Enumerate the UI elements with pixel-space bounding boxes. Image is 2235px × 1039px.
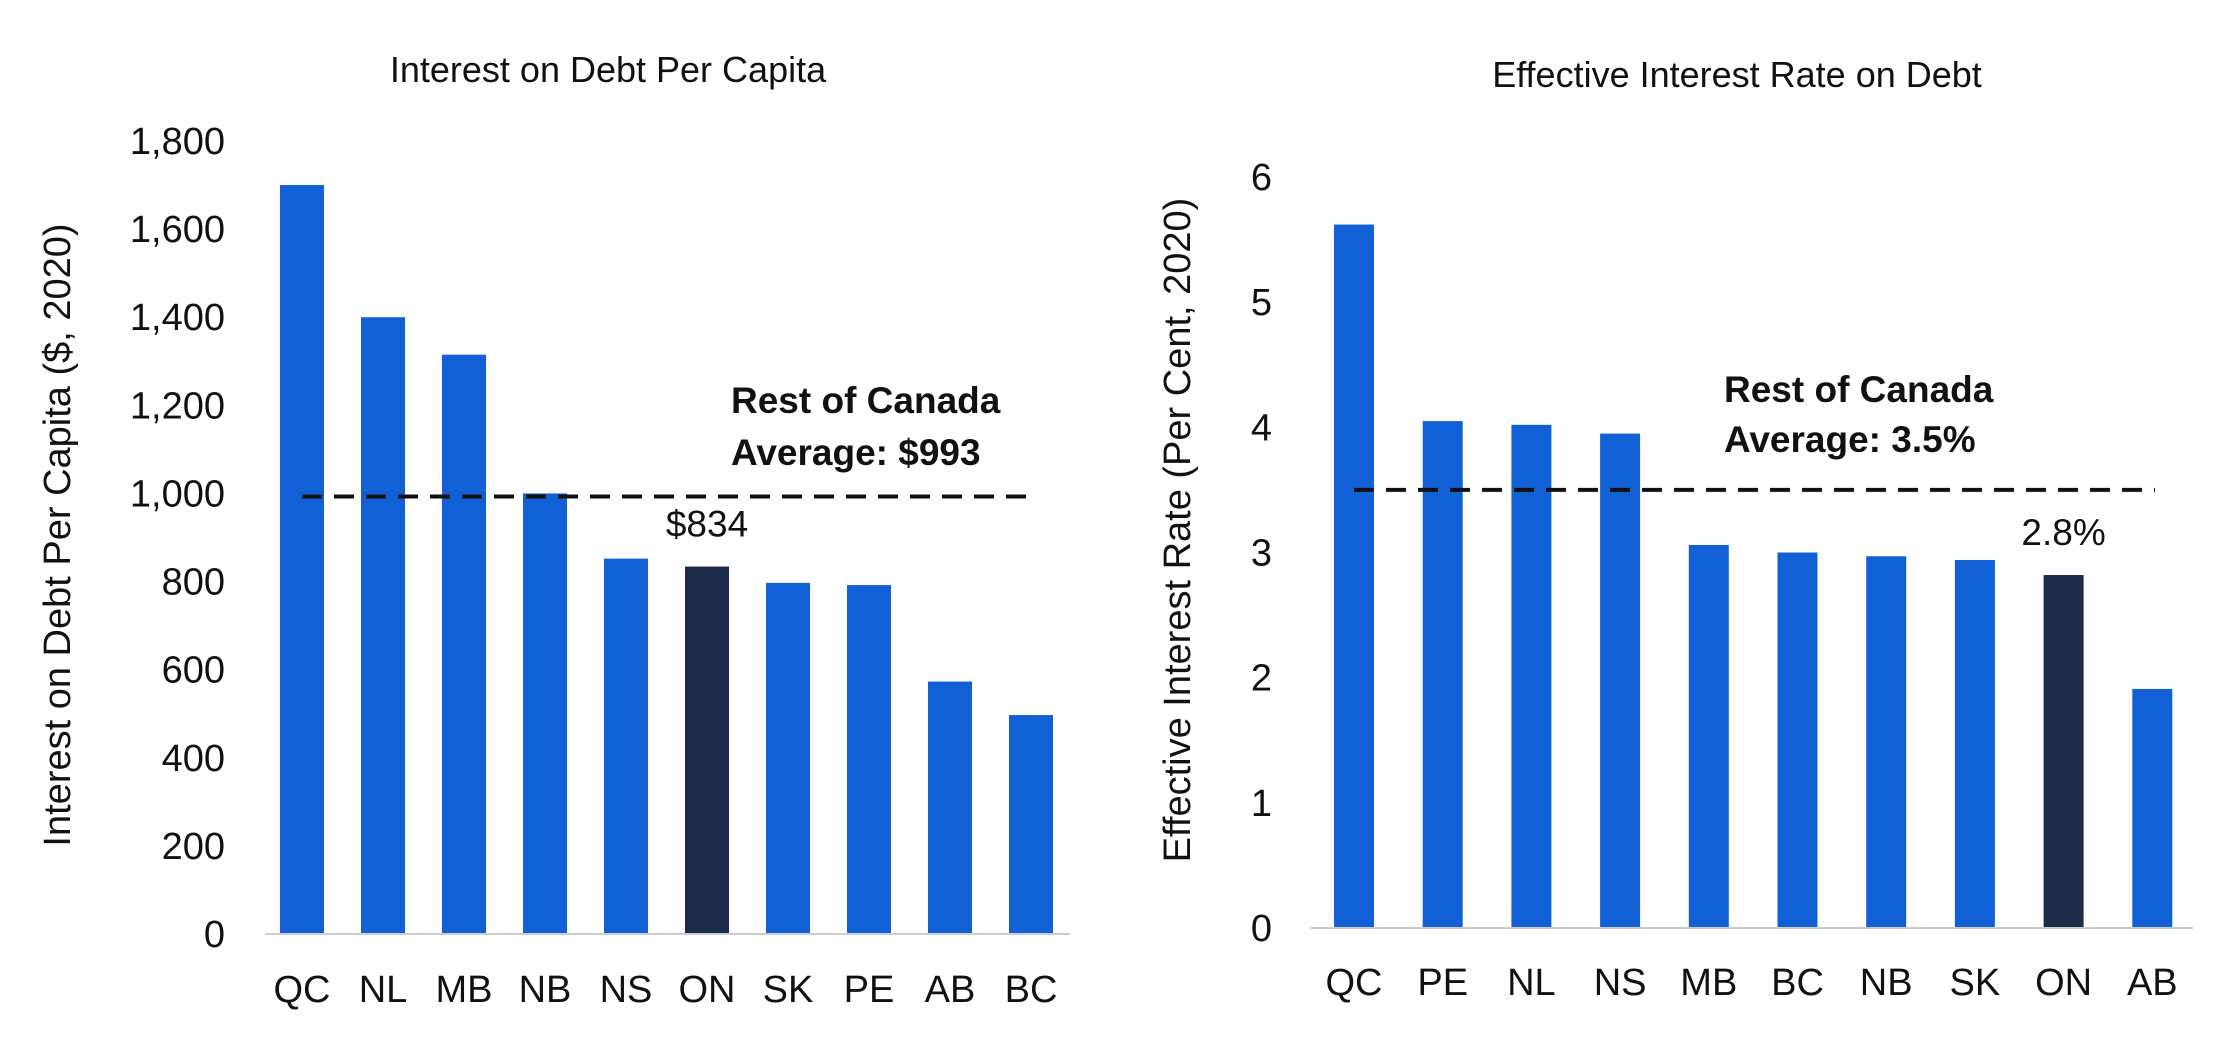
chart1-title: Interest on Debt Per Capita bbox=[390, 49, 827, 90]
y-tick-label: 1,200 bbox=[130, 385, 225, 427]
chart-interest-per-capita: Interest on Debt Per Capita Interest on … bbox=[37, 49, 1070, 1011]
x-tick-label-nb: NB bbox=[1860, 962, 1913, 1004]
y-tick-label: 0 bbox=[204, 914, 225, 956]
y-tick-label: 1,400 bbox=[130, 297, 225, 339]
chart1-ylabel: Interest on Debt Per Capita ($, 2020) bbox=[37, 223, 79, 846]
bar-ns bbox=[604, 558, 648, 934]
chart1-y-ticks: 0 200 400 600 800 1,000 1,200 1,400 1,600 1,800 bbox=[130, 121, 225, 956]
x-tick-label-on: ON bbox=[679, 969, 736, 1011]
bar-qc bbox=[280, 185, 324, 935]
chart1-highlight-value-label: $834 bbox=[666, 504, 748, 545]
chart1-bars bbox=[280, 185, 1053, 935]
x-tick-label-nl: NL bbox=[359, 969, 408, 1011]
x-tick-label-qc: QC bbox=[1326, 962, 1383, 1004]
bar-mb bbox=[1688, 544, 1729, 928]
x-tick-label-qc: QC bbox=[274, 969, 331, 1011]
y-tick-label: 5 bbox=[1251, 282, 1272, 324]
bar-bc bbox=[1009, 715, 1053, 934]
chart2-y-ticks: 0 1 2 3 4 5 6 bbox=[1251, 157, 1272, 950]
x-tick-label-bc: BC bbox=[1771, 962, 1824, 1004]
bar-sk bbox=[1954, 560, 1995, 928]
bar-nl bbox=[1511, 424, 1552, 928]
x-tick-label-ab: AB bbox=[925, 969, 976, 1011]
x-tick-label-pe: PE bbox=[1417, 962, 1468, 1004]
y-tick-label: 0 bbox=[1251, 908, 1272, 950]
y-tick-label: 1,600 bbox=[130, 209, 225, 251]
y-tick-label: 600 bbox=[162, 650, 225, 692]
chart2-title: Effective Interest Rate on Debt bbox=[1492, 54, 1982, 95]
y-tick-label: 1,000 bbox=[130, 473, 225, 515]
chart-effective-interest-rate: Effective Interest Rate on Debt Effectiv… bbox=[1157, 54, 2193, 1004]
x-tick-label-nb: NB bbox=[519, 969, 572, 1011]
chart2-x-ticks: QC PE NL NS MB BC NB SK ON AB bbox=[1326, 962, 2178, 1004]
chart2-ylabel: Effective Interest Rate (Per Cent, 2020) bbox=[1157, 198, 1199, 863]
chart2-average-label-line2: Average: 3.5% bbox=[1724, 419, 1976, 460]
x-tick-label-mb: MB bbox=[436, 969, 493, 1011]
bar-nl bbox=[361, 317, 405, 934]
bar-pe bbox=[1422, 421, 1463, 928]
x-tick-label-bc: BC bbox=[1005, 969, 1058, 1011]
chart1-average-label-line2: Average: $993 bbox=[731, 432, 981, 473]
bar-nb bbox=[523, 493, 567, 934]
bar-ns bbox=[1600, 433, 1641, 928]
x-tick-label-ns: NS bbox=[600, 969, 653, 1011]
y-tick-label: 3 bbox=[1251, 533, 1272, 575]
y-tick-label: 800 bbox=[162, 562, 225, 604]
bar-ab bbox=[2132, 688, 2173, 928]
x-tick-label-mb: MB bbox=[1680, 962, 1737, 1004]
chart1-average-label-line1: Rest of Canada bbox=[731, 380, 1001, 421]
x-tick-label-pe: PE bbox=[844, 969, 895, 1011]
bar-ab bbox=[928, 681, 972, 934]
x-tick-label-ab: AB bbox=[2127, 962, 2178, 1004]
y-tick-label: 200 bbox=[162, 826, 225, 868]
chart2-highlight-value-label: 2.8% bbox=[2021, 512, 2105, 553]
x-tick-label-sk: SK bbox=[763, 969, 814, 1011]
x-tick-label-on: ON bbox=[2035, 962, 2092, 1004]
bar-sk bbox=[766, 582, 810, 934]
y-tick-label: 6 bbox=[1251, 157, 1272, 199]
chart2-bars bbox=[1334, 224, 2173, 928]
x-tick-label-sk: SK bbox=[1950, 962, 2001, 1004]
chart2-average-label-line1: Rest of Canada bbox=[1724, 369, 1994, 410]
bar-on bbox=[2043, 575, 2084, 928]
bar-bc bbox=[1777, 552, 1818, 928]
bar-on bbox=[685, 566, 729, 934]
x-tick-label-nl: NL bbox=[1507, 962, 1556, 1004]
y-tick-label: 1 bbox=[1251, 783, 1272, 825]
x-tick-label-ns: NS bbox=[1594, 962, 1647, 1004]
bar-pe bbox=[847, 585, 891, 934]
chart1-x-ticks: QC NL MB NB NS ON SK PE AB BC bbox=[274, 969, 1058, 1011]
y-tick-label: 1,800 bbox=[130, 121, 225, 163]
bar-qc bbox=[1334, 224, 1374, 928]
bar-nb bbox=[1866, 556, 1907, 928]
y-tick-label: 4 bbox=[1251, 407, 1272, 449]
bar-mb bbox=[442, 354, 486, 934]
y-tick-label: 400 bbox=[162, 738, 225, 780]
y-tick-label: 2 bbox=[1251, 658, 1272, 700]
